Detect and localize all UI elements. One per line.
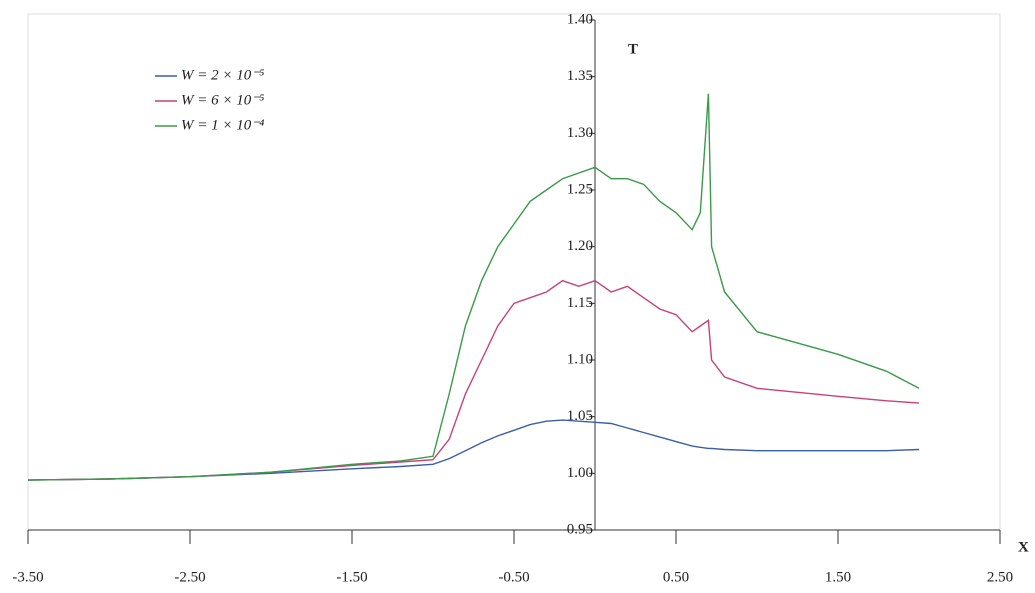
y-tick-label: 1.15 [567, 295, 593, 311]
y-tick-label: 0.95 [567, 521, 593, 537]
x-tick-label: -2.50 [174, 569, 205, 585]
x-tick-label: -0.50 [498, 569, 529, 585]
y-tick-label: 1.00 [567, 465, 593, 481]
y-tick-label: 1.25 [567, 181, 593, 197]
x-tick-label: -1.50 [336, 569, 367, 585]
x-axis-label: X [1018, 539, 1029, 555]
x-tick-label: -3.50 [12, 569, 43, 585]
legend-label: W = 2 × 10⁻⁵ [181, 67, 264, 83]
y-axis-label: T [628, 41, 638, 57]
plot-frame [27, 13, 1001, 531]
y-tick-label: 1.30 [567, 125, 593, 141]
y-tick-label: 1.10 [567, 351, 593, 367]
x-tick-label: 0.50 [663, 569, 689, 585]
y-tick-label: 1.35 [567, 68, 593, 84]
series-line [27, 279, 920, 481]
x-tick-label: 1.50 [825, 569, 851, 585]
series-line [27, 93, 920, 481]
y-tick-label: 1.20 [567, 238, 593, 254]
legend-label: W = 6 × 10⁻⁵ [181, 92, 264, 108]
y-tick-label: 1.05 [567, 408, 593, 424]
series-line [27, 419, 920, 481]
y-tick-label: 1.40 [567, 11, 593, 27]
legend-label: W = 1 × 10⁻⁴ [181, 117, 264, 133]
x-tick-label: 2.50 [987, 569, 1013, 585]
